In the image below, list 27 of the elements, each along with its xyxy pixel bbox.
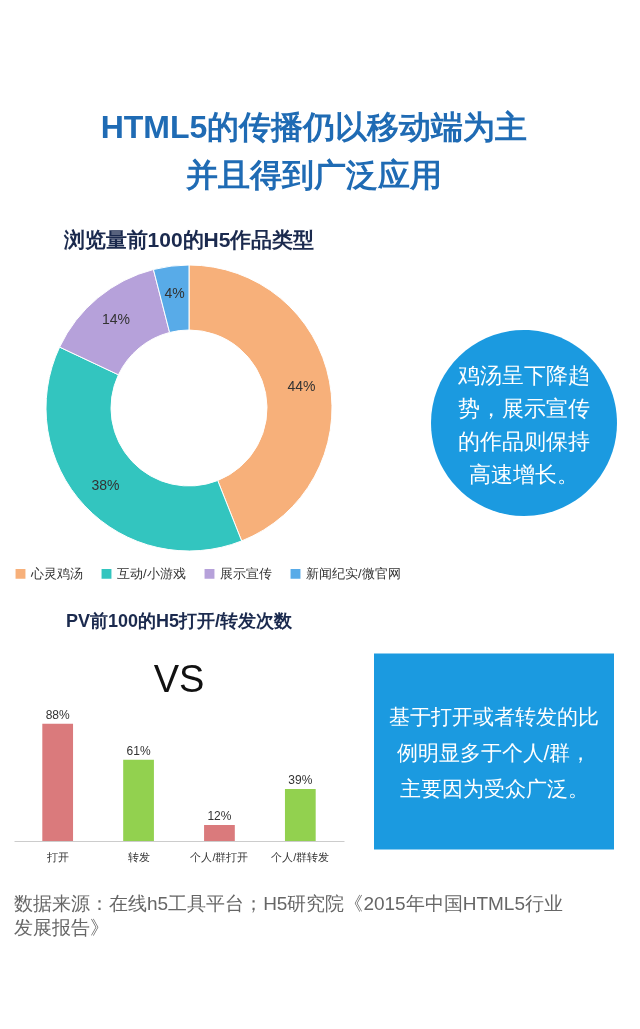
x-tick-label: 打开 — [45, 850, 69, 863]
data-label: 4% — [164, 285, 185, 302]
source-note: 数据来源：在线h5工具平台；H5研究院《2015年中国HTML5行业发展报告》 — [14, 893, 563, 938]
text: VS — [153, 658, 205, 700]
x-tick-label: 个人/群转发 — [271, 850, 330, 863]
chart-title: 浏览量前100的H5作品类型 — [62, 228, 315, 251]
legend-label: 互动/小游戏 — [117, 565, 186, 581]
x-tick-label: 转发 — [127, 850, 150, 863]
legend-label: 新闻纪实/微官网 — [306, 565, 401, 581]
text: 基于打开或者转发的比例明显多于个人/群，主要因为受众广泛。 — [389, 704, 599, 800]
legend-label: 心灵鸡汤 — [30, 565, 83, 581]
text: HTML5的传播仍以移动端为主并且得到广泛应用 — [100, 109, 528, 193]
legend-label: 展示宣传 — [220, 565, 272, 581]
data-label: 39% — [288, 773, 313, 787]
bar — [42, 723, 74, 841]
chart-title: PV前100的H5打开/转发次数 — [65, 611, 294, 631]
data-label: 61% — [126, 743, 151, 758]
text: 鸡汤呈下降趋势，展示宣传的作品则保持高速增长。 — [457, 362, 590, 487]
x-tick-label: 个人/群打开 — [190, 850, 249, 863]
bar — [123, 759, 154, 841]
bar — [284, 789, 316, 841]
data-label: 14% — [102, 310, 131, 327]
bar — [204, 825, 235, 841]
data-label: 12% — [207, 809, 232, 823]
data-label: 44% — [287, 377, 316, 394]
data-label: 88% — [45, 707, 71, 722]
data-label: 38% — [91, 477, 120, 494]
